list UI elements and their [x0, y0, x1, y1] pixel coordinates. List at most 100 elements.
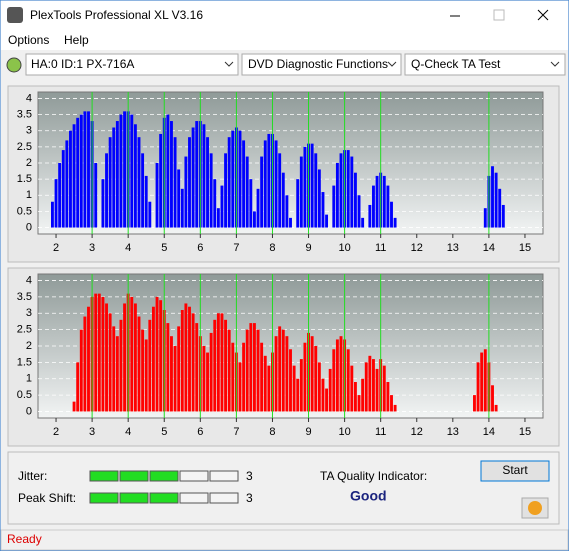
- gauge-cell: [119, 492, 149, 504]
- status-text: Ready: [7, 532, 42, 546]
- bar: [101, 296, 105, 412]
- bar: [159, 133, 163, 228]
- bar: [184, 303, 188, 412]
- bar: [123, 111, 127, 228]
- bar: [195, 323, 199, 412]
- function-text: DVD Diagnostic Functions: [248, 57, 388, 71]
- bar: [372, 359, 375, 412]
- bar: [69, 130, 72, 228]
- bar: [263, 355, 267, 412]
- bar: [177, 326, 181, 412]
- bar: [220, 185, 224, 228]
- bar: [252, 211, 256, 228]
- menu-bar: [1, 30, 568, 50]
- bar: [209, 153, 213, 228]
- bar: [473, 395, 476, 412]
- chevron: [224, 61, 234, 67]
- bar: [325, 214, 329, 228]
- menu-item[interactable]: Options: [8, 33, 49, 47]
- x-tick-label: 10: [338, 242, 350, 254]
- bar: [296, 179, 300, 228]
- bar: [188, 137, 191, 228]
- peak-shift-value: 3: [246, 491, 253, 505]
- bar: [166, 323, 170, 412]
- function-select[interactable]: [241, 53, 402, 76]
- bar: [325, 388, 329, 412]
- bar: [390, 201, 393, 228]
- bar: [252, 323, 256, 412]
- chevron: [550, 61, 560, 67]
- bar: [289, 349, 292, 412]
- bar: [227, 137, 231, 228]
- bar: [310, 143, 314, 228]
- bar: [494, 404, 498, 412]
- bar: [498, 188, 502, 228]
- bar: [50, 201, 54, 228]
- bar: [386, 382, 390, 412]
- bar: [317, 362, 321, 412]
- bar: [188, 306, 191, 412]
- test-text: Q-Check TA Test: [411, 57, 501, 71]
- bar: [119, 114, 123, 228]
- bar: [224, 319, 228, 412]
- bar: [372, 185, 375, 228]
- gauge-cell: [149, 470, 179, 482]
- bar: [213, 179, 217, 228]
- bar: [108, 313, 112, 412]
- gauge-cell: [89, 492, 119, 504]
- start-button[interactable]: [480, 460, 550, 482]
- bar: [148, 319, 152, 412]
- gauge-cell: [149, 492, 179, 504]
- bar: [180, 310, 184, 412]
- bar: [285, 195, 289, 228]
- gauge-cell: [209, 470, 239, 482]
- x-tick-label: 8: [269, 242, 275, 254]
- bar: [393, 217, 397, 228]
- test-select[interactable]: [404, 53, 566, 76]
- bar: [491, 166, 494, 228]
- bar: [296, 378, 300, 412]
- x-tick-label: 12: [411, 242, 423, 254]
- bar: [209, 332, 213, 412]
- gauge-cell: [209, 492, 239, 504]
- menu-item[interactable]: Help: [64, 33, 89, 47]
- bar: [97, 293, 101, 412]
- drive-select[interactable]: [25, 53, 239, 76]
- bar: [76, 117, 80, 228]
- result-panel: [7, 451, 560, 525]
- maximize[interactable]: [493, 9, 505, 21]
- bar: [105, 303, 108, 412]
- window-title: PlexTools Professional XL V3.16: [30, 8, 203, 22]
- gauge-cell: [119, 470, 149, 482]
- x-tick-label: 11: [375, 426, 386, 438]
- close[interactable]: [537, 9, 549, 21]
- bar: [281, 172, 285, 228]
- bar: [242, 140, 246, 228]
- bar: [123, 303, 127, 412]
- start-text: Start: [502, 463, 528, 477]
- bar: [317, 169, 321, 228]
- bar: [108, 137, 112, 228]
- x-tick-label: 14: [483, 426, 495, 438]
- bar: [227, 329, 231, 412]
- bar: [332, 185, 336, 228]
- bar: [350, 365, 354, 412]
- y-tick-label: 3.5: [17, 108, 32, 120]
- x-tick-label: 10: [338, 426, 350, 438]
- bar: [224, 153, 228, 228]
- bar: [72, 124, 76, 228]
- bar: [491, 385, 494, 412]
- bar: [339, 336, 343, 412]
- bar: [115, 336, 119, 412]
- bar: [368, 355, 372, 412]
- app-icon: [7, 7, 23, 23]
- bar: [137, 137, 141, 228]
- x-tick-label: 9: [305, 426, 311, 438]
- bar: [76, 362, 80, 412]
- bar: [83, 316, 87, 412]
- bar: [58, 163, 62, 228]
- y-tick-label: 2: [26, 157, 32, 169]
- drive-icon: [6, 57, 22, 73]
- gauge-cell: [179, 470, 209, 482]
- x-tick-label: 13: [447, 242, 459, 254]
